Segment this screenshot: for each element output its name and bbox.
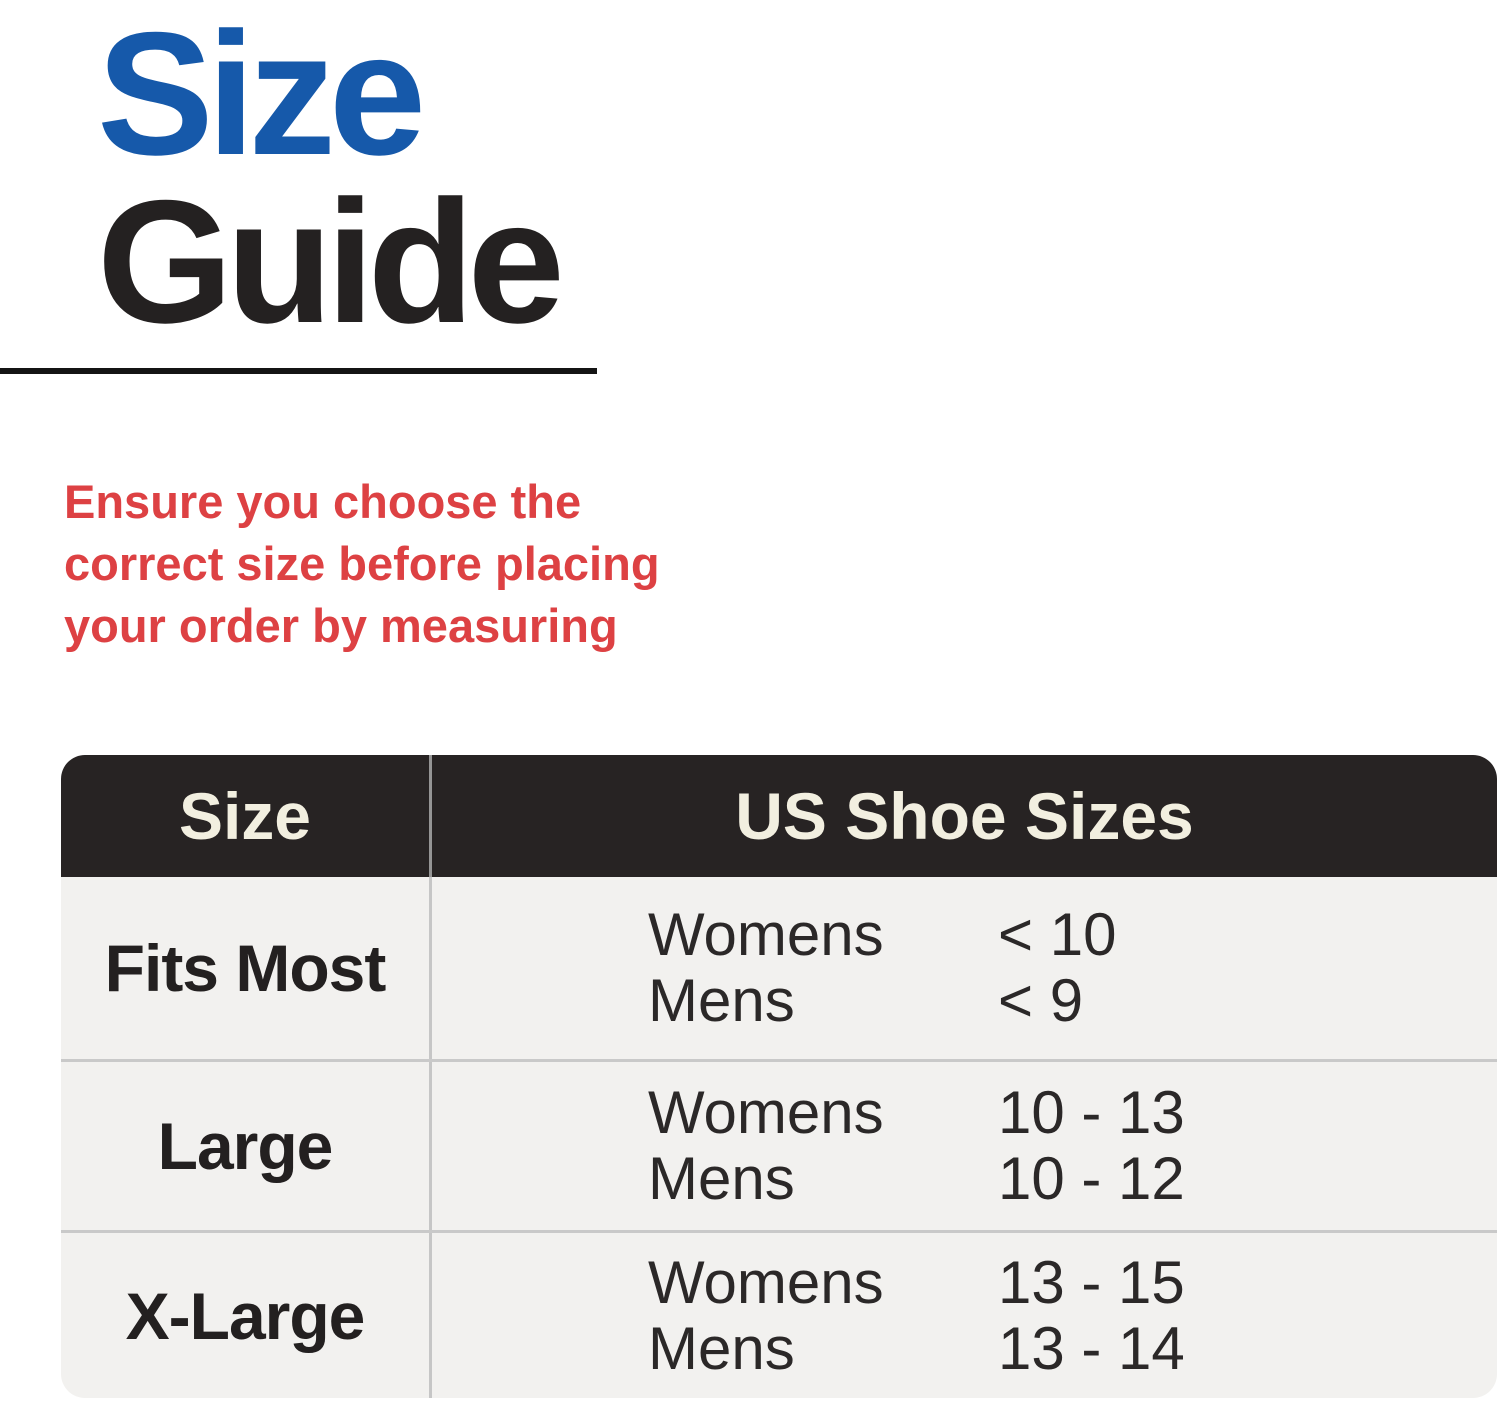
mens-entry: Mens 13 - 14 — [648, 1314, 1497, 1382]
size-range-value: 13 - 15 — [998, 1248, 1185, 1316]
table-header-size: Size — [61, 755, 432, 877]
mens-entry: Mens 10 - 12 — [648, 1146, 1497, 1212]
notice-line-3: your order by measuring — [64, 599, 618, 652]
size-cell: Fits Most — [61, 877, 432, 1059]
size-range-value: 10 - 12 — [998, 1145, 1185, 1212]
table-row-large: Large Womens 10 - 13 Mens 10 - 12 — [61, 1059, 1497, 1230]
gender-label: Womens — [648, 901, 884, 968]
page-title-word-guide: Guide — [97, 165, 565, 360]
size-cell: X-Large — [61, 1233, 432, 1398]
gender-label: Mens — [648, 1145, 795, 1212]
size-range-value: < 9 — [998, 967, 1084, 1034]
table-header-us-shoe-sizes: US Shoe Sizes — [735, 779, 1194, 853]
womens-entry: Womens 13 - 15 — [648, 1248, 1497, 1316]
table-row-fits-most: Fits Most Womens < 10 Mens < 9 — [61, 877, 1497, 1059]
gender-label: Womens — [648, 1079, 884, 1146]
notice-line-2: correct size before placing — [64, 537, 660, 590]
shoe-sizes-cell: Womens 13 - 15 Mens 13 - 14 — [432, 1233, 1497, 1398]
table-header-row: Size US Shoe Sizes — [61, 755, 1497, 877]
size-range-value: 10 - 13 — [998, 1079, 1185, 1146]
gender-label: Mens — [648, 967, 795, 1034]
size-notice-text: Ensure you choose the correct size befor… — [64, 471, 660, 657]
shoe-sizes-cell: Womens < 10 Mens < 9 — [432, 877, 1497, 1059]
womens-entry: Womens 10 - 13 — [648, 1080, 1497, 1146]
size-range-value: 13 - 14 — [998, 1314, 1185, 1382]
size-cell: Large — [61, 1062, 432, 1230]
size-guide-table: Size US Shoe Sizes Fits Most Womens < 10… — [61, 755, 1497, 1398]
shoe-sizes-cell: Womens 10 - 13 Mens 10 - 12 — [432, 1062, 1497, 1230]
mens-entry: Mens < 9 — [648, 968, 1497, 1034]
page-title: Size Guide — [97, 0, 565, 360]
gender-label: Mens — [648, 1314, 795, 1382]
notice-line-1: Ensure you choose the — [64, 475, 582, 528]
table-row-x-large: X-Large Womens 13 - 15 Mens 13 - 14 — [61, 1230, 1497, 1398]
title-divider-rule — [0, 368, 597, 374]
page-title-word-size: Size — [97, 0, 426, 192]
womens-entry: Womens < 10 — [648, 902, 1497, 968]
size-range-value: < 10 — [998, 901, 1117, 968]
gender-label: Womens — [648, 1248, 884, 1316]
